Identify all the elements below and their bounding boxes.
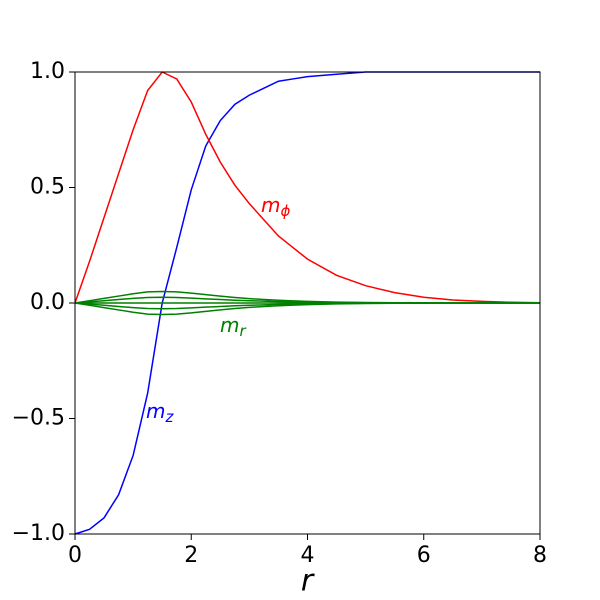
x-tick-label: 6 — [417, 543, 431, 568]
y-tick-label: −0.5 — [12, 406, 65, 431]
x-tick-label: 2 — [184, 543, 198, 568]
y-tick-label: 0.5 — [30, 175, 65, 200]
annotation: mr — [220, 313, 246, 340]
annotation-subscript: r — [239, 322, 246, 340]
series-line — [74, 302, 540, 316]
series-line — [74, 302, 540, 310]
annotation: mz — [146, 399, 174, 426]
x-tick-label: 8 — [533, 543, 547, 568]
series-line — [74, 71, 541, 304]
y-tick-label: −1.0 — [12, 521, 65, 546]
plot-frame — [74, 71, 541, 535]
annotation-text: m — [261, 193, 280, 217]
x-tick-label: 4 — [301, 543, 315, 568]
x-axis-label: r — [301, 564, 315, 599]
y-tick-label: 0.0 — [30, 290, 65, 315]
annotation-text: m — [146, 399, 165, 423]
annotation-subscript: z — [164, 408, 174, 426]
annotation-text: m — [220, 313, 239, 337]
x-tick-label: 0 — [68, 543, 82, 568]
annotation-subscript: ϕ — [280, 202, 290, 220]
annotation: mϕ — [261, 193, 290, 220]
y-tick-label: 1.0 — [30, 59, 65, 84]
